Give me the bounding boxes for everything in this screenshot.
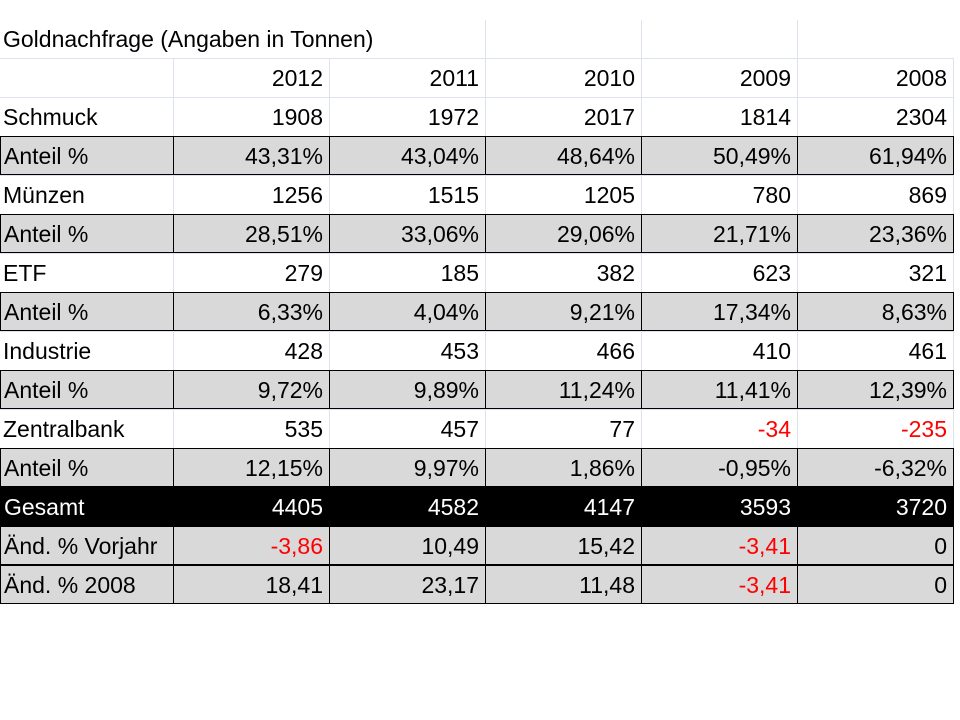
cell — [0, 58, 174, 97]
row-label: Gesamt — [0, 487, 174, 526]
cell: 9,89% — [330, 370, 486, 409]
cell: 453 — [330, 331, 486, 370]
row-label: Anteil % — [0, 448, 174, 487]
cell: 623 — [642, 253, 798, 292]
cell: 1814 — [642, 97, 798, 136]
column-header: 2012 — [174, 58, 330, 97]
cell: 0 — [798, 526, 954, 565]
row-label: Anteil % — [0, 292, 174, 331]
column-header: 2010 — [486, 58, 642, 97]
cell: 61,94% — [798, 136, 954, 175]
cell: 1515 — [330, 175, 486, 214]
cell: 11,48 — [486, 565, 642, 604]
cell: 77 — [486, 409, 642, 448]
cell: 869 — [798, 175, 954, 214]
cell: 23,36% — [798, 214, 954, 253]
cell: 466 — [486, 331, 642, 370]
row-label: Industrie — [0, 331, 174, 370]
cell: 1908 — [174, 97, 330, 136]
row-label: Anteil % — [0, 214, 174, 253]
cell: 4,04% — [330, 292, 486, 331]
row-label: ETF — [0, 253, 174, 292]
cell: 12,39% — [798, 370, 954, 409]
cell: -235 — [798, 409, 954, 448]
cell: 43,31% — [174, 136, 330, 175]
cell: 461 — [798, 331, 954, 370]
cell: 43,04% — [330, 136, 486, 175]
cell: 15,42 — [486, 526, 642, 565]
cell — [486, 20, 642, 58]
cell: -3,41 — [642, 526, 798, 565]
cell: 12,15% — [174, 448, 330, 487]
cell: 3593 — [642, 487, 798, 526]
cell: 185 — [330, 253, 486, 292]
cell: 23,17 — [330, 565, 486, 604]
cell: 535 — [174, 409, 330, 448]
cell: 279 — [174, 253, 330, 292]
row-label: Zentralbank — [0, 409, 174, 448]
column-header: 2009 — [642, 58, 798, 97]
cell: 4147 — [486, 487, 642, 526]
cell: 1256 — [174, 175, 330, 214]
cell: 8,63% — [798, 292, 954, 331]
cell — [642, 20, 798, 58]
cell: 2304 — [798, 97, 954, 136]
cell: -3,86 — [174, 526, 330, 565]
column-header: 2011 — [330, 58, 486, 97]
row-label: Anteil % — [0, 370, 174, 409]
row-label: Änd. % 2008 — [0, 565, 174, 604]
cell: 33,06% — [330, 214, 486, 253]
cell: 18,41 — [174, 565, 330, 604]
cell: 17,34% — [642, 292, 798, 331]
cell: 9,72% — [174, 370, 330, 409]
cell: 21,71% — [642, 214, 798, 253]
cell: 48,64% — [486, 136, 642, 175]
cell: 9,97% — [330, 448, 486, 487]
cell: 0 — [798, 565, 954, 604]
row-label: Münzen — [0, 175, 174, 214]
cell: 4582 — [330, 487, 486, 526]
cell: 3720 — [798, 487, 954, 526]
cell: 410 — [642, 331, 798, 370]
cell: -6,32% — [798, 448, 954, 487]
cell: 29,06% — [486, 214, 642, 253]
cell: -3,41 — [642, 565, 798, 604]
row-label: Schmuck — [0, 97, 174, 136]
table-title: Goldnachfrage (Angaben in Tonnen) — [0, 20, 486, 58]
cell: -0,95% — [642, 448, 798, 487]
row-label: Änd. % Vorjahr — [0, 526, 174, 565]
cell: 50,49% — [642, 136, 798, 175]
row-label: Anteil % — [0, 136, 174, 175]
cell: 1205 — [486, 175, 642, 214]
cell: 2017 — [486, 97, 642, 136]
cell: 11,41% — [642, 370, 798, 409]
cell: 780 — [642, 175, 798, 214]
cell: 28,51% — [174, 214, 330, 253]
cell: 1972 — [330, 97, 486, 136]
cell: 11,24% — [486, 370, 642, 409]
cell: 382 — [486, 253, 642, 292]
cell: 6,33% — [174, 292, 330, 331]
cell: 10,49 — [330, 526, 486, 565]
column-header: 2008 — [798, 58, 954, 97]
cell: 457 — [330, 409, 486, 448]
cell: 428 — [174, 331, 330, 370]
cell: 9,21% — [486, 292, 642, 331]
cell: 4405 — [174, 487, 330, 526]
cell: 321 — [798, 253, 954, 292]
cell: -34 — [642, 409, 798, 448]
cell: 1,86% — [486, 448, 642, 487]
